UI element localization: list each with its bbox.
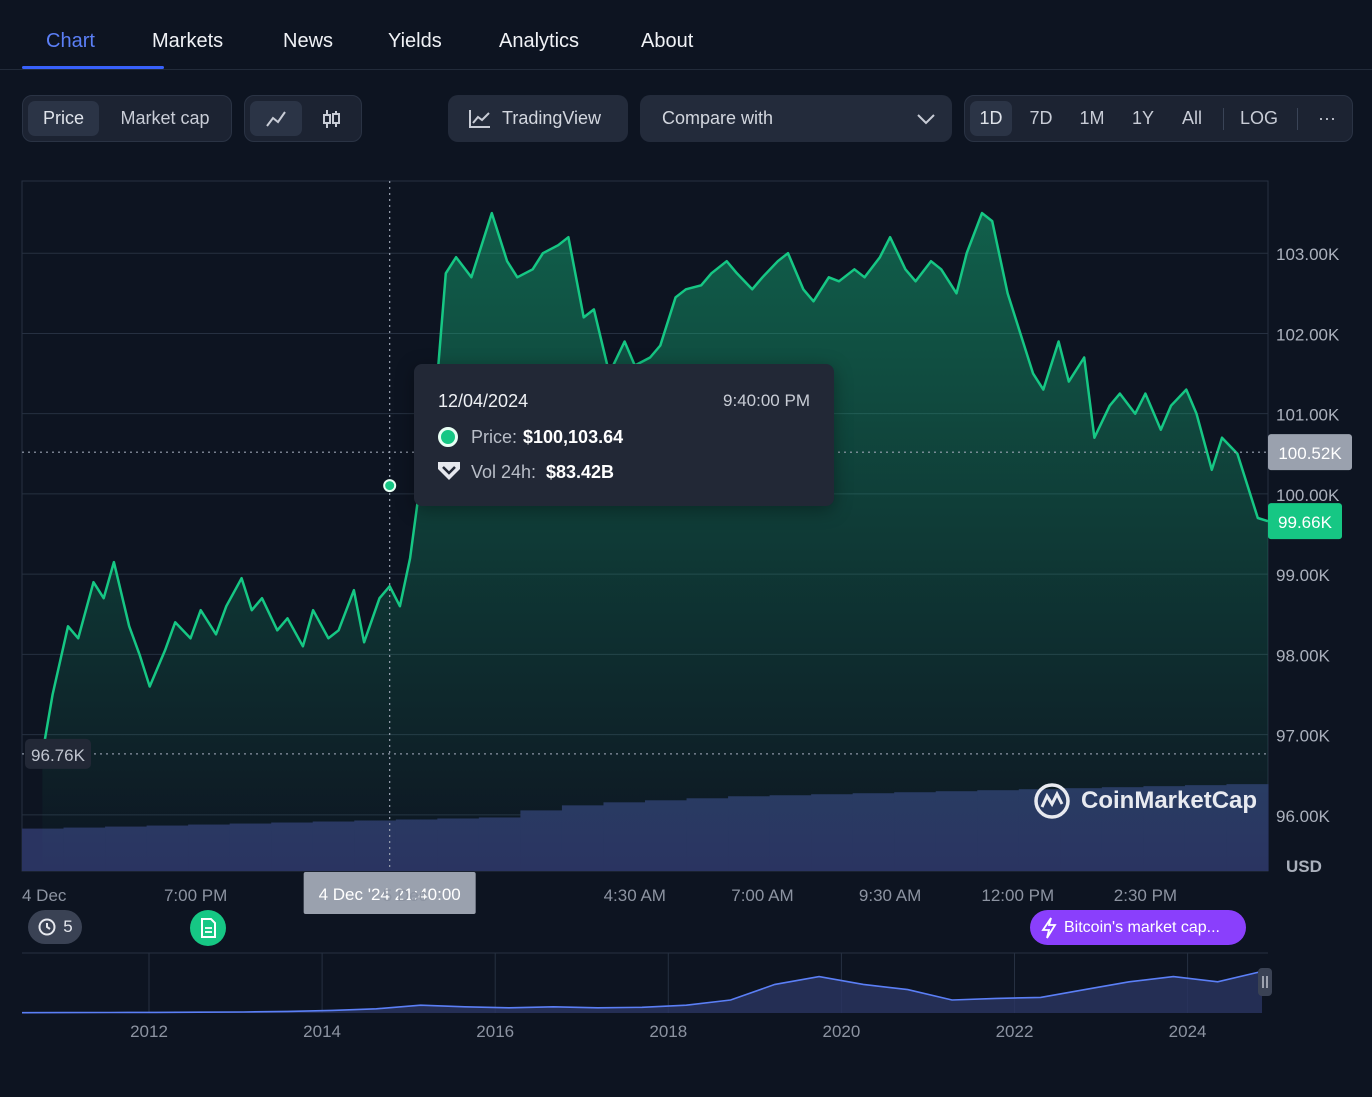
- y-tick-label: 99.00K: [1276, 566, 1331, 585]
- last-price-badge: [1268, 503, 1342, 540]
- y-tick-label: 97.00K: [1276, 727, 1331, 746]
- chart-type-toggle: [244, 95, 362, 142]
- time-navigator[interactable]: 2012 2014 2016 2018 2020 2022 2024: [21, 952, 1272, 1041]
- tab-markets[interactable]: Markets: [152, 30, 224, 52]
- lightning-icon: [1041, 917, 1057, 938]
- compare-with-label: Compare with: [662, 108, 774, 128]
- coinmarketcap-watermark: CoinMarketCap: [1033, 781, 1257, 821]
- price-line: [41, 211, 1269, 755]
- line-chart-icon: [266, 110, 286, 127]
- tooltip-time: 9:40:00 PM: [723, 391, 810, 410]
- volume-shield-icon: [438, 462, 460, 480]
- chart-tooltip: 12/04/2024 9:40:00 PM Price: $100,103.64…: [414, 364, 834, 506]
- tooltip-volume-label: Vol 24h:: [471, 462, 537, 482]
- x-tick-label: 4 Dec: [22, 886, 67, 905]
- range-selector: 1D 7D 1M 1Y All LOG ···: [964, 95, 1353, 142]
- start-price-label: 96.76K: [31, 746, 86, 765]
- tooltip-volume-value: $83.42B: [546, 462, 615, 482]
- bitcoin-event-pill[interactable]: Bitcoin's market cap...: [1030, 910, 1246, 945]
- y-tick-label: 98.00K: [1276, 646, 1331, 665]
- range-1d[interactable]: 1D: [970, 101, 1012, 136]
- x-tick-label: 9:30 AM: [859, 886, 921, 905]
- trend-chart-icon: [469, 109, 490, 128]
- market-cap-toggle[interactable]: Market cap: [120, 108, 210, 128]
- top-tabs: Chart Markets News Yields Analytics Abou…: [0, 0, 1372, 70]
- x-tick-label: 7:00 AM: [731, 886, 793, 905]
- chevron-down-icon: [917, 114, 935, 125]
- chart-overlays: 96.76K 100.52K 99.66K 4 Dec '24 21:40:00: [22, 181, 1352, 914]
- document-icon: [201, 918, 216, 938]
- x-tick-label: 2:30 PM: [1114, 886, 1177, 905]
- history-count: 5: [63, 917, 73, 936]
- tooltip-price-label: Price:: [471, 427, 518, 447]
- x-tick-label: 12:00 PM: [981, 886, 1054, 905]
- tab-about[interactable]: About: [641, 30, 694, 52]
- last-price-label: 99.66K: [1278, 513, 1333, 532]
- y-tick-label: 101.00K: [1276, 406, 1340, 425]
- navigator-year-label: 2012: [130, 1022, 168, 1041]
- navigator-year-label: 2018: [649, 1022, 687, 1041]
- news-event-pin[interactable]: [190, 910, 226, 946]
- y-tick-label: 102.00K: [1276, 325, 1340, 344]
- candlestick-button[interactable]: [306, 101, 356, 136]
- tooltip-date: 12/04/2024: [438, 391, 529, 411]
- navigator-year-label: 2020: [822, 1022, 860, 1041]
- y-tick-label: 96.00K: [1276, 807, 1331, 826]
- y-tick-label: 100.00K: [1276, 486, 1340, 505]
- navigator-area: [22, 971, 1262, 1013]
- y-tick-label: 103.00K: [1276, 245, 1340, 264]
- range-all[interactable]: All: [1181, 108, 1202, 128]
- price-area-fill: [42, 213, 1268, 872]
- navigator-year-label: 2024: [1169, 1022, 1207, 1041]
- navigator-line: [21, 970, 1263, 1014]
- navigator-year-label: 2022: [996, 1022, 1034, 1041]
- tradingview-button[interactable]: TradingView: [448, 95, 628, 142]
- range-7d[interactable]: 7D: [1029, 108, 1053, 128]
- price-toggle[interactable]: Price: [28, 101, 99, 136]
- divider: [1223, 108, 1224, 130]
- tab-analytics[interactable]: Analytics: [499, 30, 580, 52]
- price-dot-icon: [438, 427, 458, 447]
- active-tab-indicator: [22, 66, 164, 69]
- candlestick-icon: [323, 109, 340, 128]
- navigator-year-label: 2016: [476, 1022, 514, 1041]
- chart-axes: 103.00K 102.00K 101.00K 100.00K 99.00K 98.00K…: [22, 245, 1340, 905]
- tradingview-label: TradingView: [502, 108, 602, 128]
- currency-label: USD: [1286, 857, 1322, 876]
- more-options-button[interactable]: ···: [1318, 108, 1336, 128]
- history-events-button[interactable]: 5: [28, 910, 82, 944]
- crosshair-y-label: 100.52K: [1278, 444, 1342, 463]
- navigator-handle[interactable]: [1258, 968, 1272, 996]
- x-tick-label: 5 Dec: [383, 886, 428, 905]
- crosshair-point: [383, 479, 397, 493]
- line-chart-button[interactable]: [250, 101, 302, 136]
- log-toggle[interactable]: LOG: [1239, 108, 1278, 128]
- watermark-text: CoinMarketCap: [1081, 787, 1258, 814]
- tab-news[interactable]: News: [283, 30, 334, 52]
- history-clock-icon: [38, 918, 56, 936]
- navigator-year-label: 2014: [303, 1022, 341, 1041]
- price-mcap-toggle: Price Market cap: [22, 95, 232, 142]
- range-1y[interactable]: 1Y: [1131, 108, 1155, 128]
- coinmarketcap-logo-icon: [1034, 783, 1070, 819]
- bitcoin-pill-label: Bitcoin's market cap...: [1064, 918, 1220, 936]
- tooltip-price-value: $100,103.64: [523, 427, 624, 447]
- start-price-badge: [25, 738, 91, 769]
- crosshair-x-label: 4 Dec '24 21:40:00: [319, 885, 461, 904]
- crosshair-x-badge: [303, 872, 476, 914]
- x-tick-label: 7:00 PM: [164, 886, 227, 905]
- tab-chart[interactable]: Chart: [46, 30, 95, 52]
- compare-with-select[interactable]: Compare with: [640, 95, 952, 142]
- divider: [1297, 108, 1298, 130]
- x-tick-label: 4:30 AM: [604, 886, 666, 905]
- range-1m[interactable]: 1M: [1079, 108, 1105, 128]
- tab-yields[interactable]: Yields: [388, 30, 442, 52]
- crosshair-y-badge: [1268, 434, 1352, 471]
